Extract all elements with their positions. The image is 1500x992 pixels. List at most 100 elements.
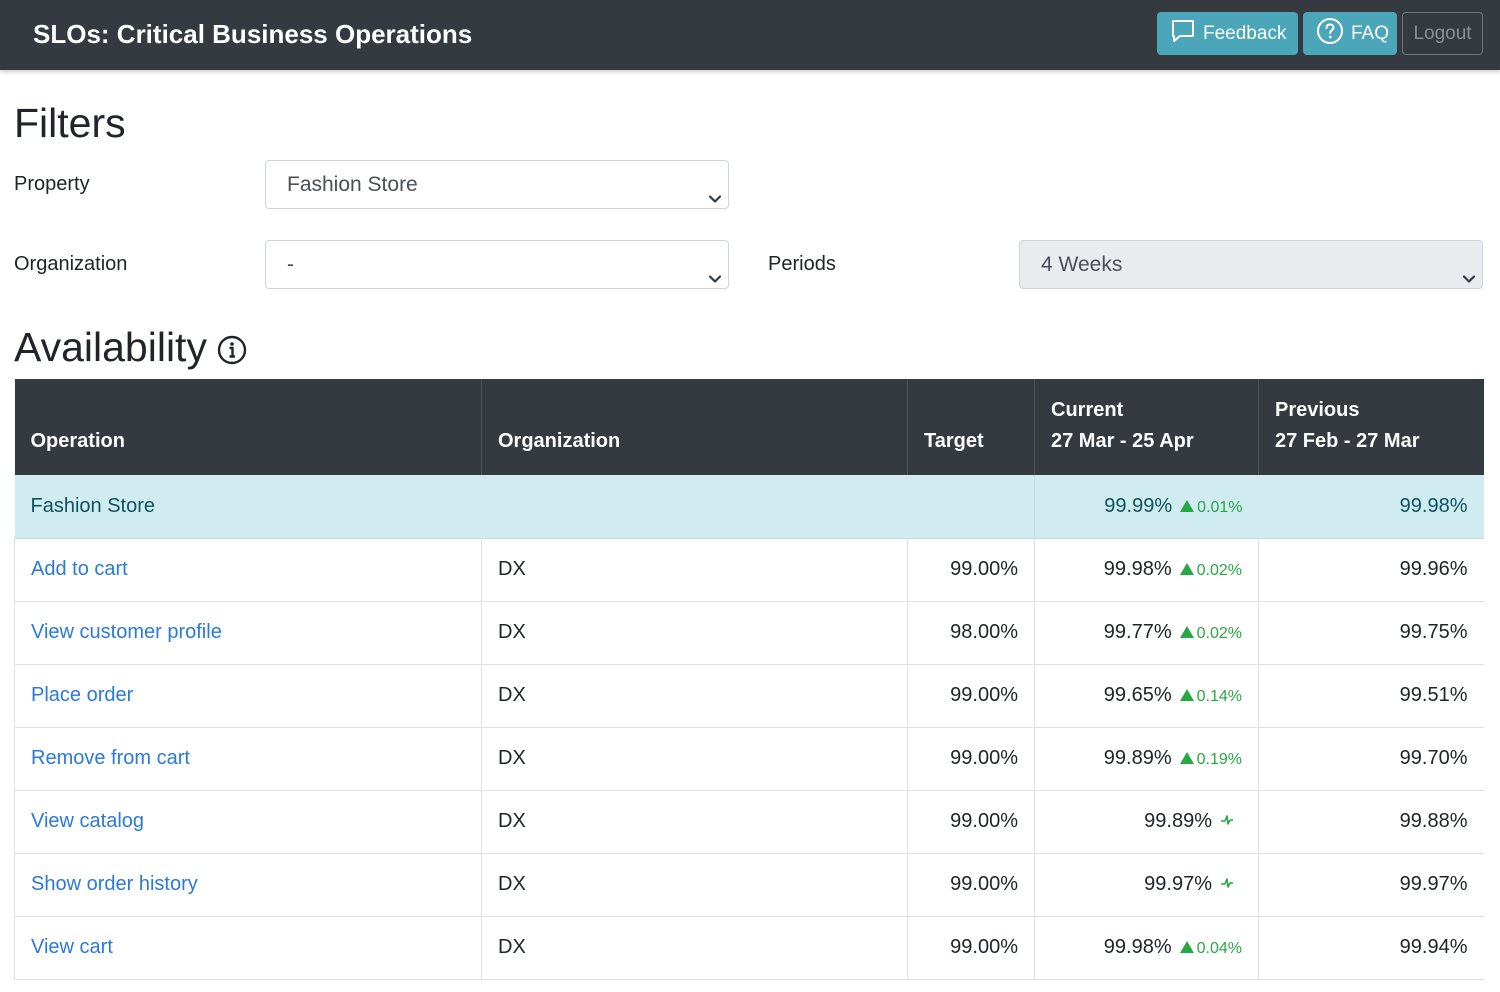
column-header-target[interactable]: Target [907, 379, 1035, 475]
table-row: Place order DX 99.00% 99.65% 0.14% 99.51% [14, 664, 1484, 728]
previous-cell: 99.94% [1258, 916, 1484, 980]
app-title: SLOs: Critical Business Operations [33, 19, 473, 49]
table-row: View catalog DX 99.00% 99.89% 99.88% [14, 790, 1484, 854]
faq-label: FAQ [1351, 22, 1390, 44]
organization-cell: DX [481, 538, 908, 602]
table-row: View cart DX 99.00% 99.98% 0.04% 99.94% [14, 916, 1484, 980]
table-row: Show order history DX 99.00% 99.97% 99.97% [14, 853, 1484, 917]
current-value: 99.97% [1144, 872, 1212, 895]
current-cell: 99.97% [1034, 853, 1259, 917]
current-title: Current [1051, 399, 1124, 421]
chat-bubble-icon [1170, 18, 1203, 50]
organization-select-value: - [287, 253, 294, 276]
target-cell: 99.00% [907, 727, 1035, 791]
summary-current-value: 99.99% [1104, 494, 1173, 517]
delta-value: 0.02% [1196, 625, 1242, 642]
operation-link[interactable]: Show order history [31, 873, 198, 895]
top-navbar: SLOs: Critical Business Operations Feedb… [0, 0, 1500, 70]
current-range: 27 Mar - 25 Apr [1051, 430, 1194, 452]
triangle-up-icon [1179, 626, 1194, 638]
summary-delta: 0.01% [1197, 498, 1243, 516]
current-cell: 99.77% 0.02% [1034, 601, 1259, 665]
operation-link[interactable]: Remove from cart [31, 747, 190, 769]
summary-previous: 99.98% [1258, 475, 1484, 539]
organization-cell: DX [481, 790, 908, 854]
operation-cell: Place order [14, 664, 482, 728]
summary-row: Fashion Store 99.99% 0.01% 99.98% [14, 475, 1484, 539]
delta-value: 0.04% [1196, 940, 1242, 957]
periods-select-value: 4 Weeks [1041, 253, 1123, 276]
column-header-operation[interactable]: Operation [14, 379, 482, 475]
current-value: 99.98% [1103, 558, 1172, 580]
organization-cell: DX [481, 664, 908, 728]
previous-cell: 99.70% [1258, 727, 1484, 791]
property-select[interactable]: Fashion Store [265, 160, 729, 209]
target-cell: 99.00% [907, 664, 1035, 728]
operation-link[interactable]: View customer profile [31, 621, 222, 643]
current-value: 99.98% [1103, 936, 1172, 958]
operation-link[interactable]: View catalog [31, 810, 145, 832]
availability-heading: Availability [14, 320, 247, 375]
operation-link[interactable]: Place order [31, 684, 134, 706]
chevron-down-icon [1461, 257, 1477, 304]
availability-heading-text: Availability [14, 324, 207, 370]
current-cell: 99.89% 0.19% [1034, 727, 1259, 791]
summary-current: 99.99% 0.01% [1034, 475, 1259, 539]
delta-value: 0.14% [1196, 688, 1242, 705]
property-label: Property [14, 173, 90, 195]
target-cell: 98.00% [907, 601, 1035, 665]
previous-title: Previous [1275, 399, 1360, 421]
filters-heading: Filters [14, 100, 126, 146]
organization-label: Organization [14, 253, 128, 275]
chevron-down-icon [707, 257, 723, 304]
table-row: Remove from cart DX 99.00% 99.89% 0.19% 99.70… [14, 727, 1484, 791]
operation-link[interactable]: View cart [31, 936, 113, 958]
organization-cell: DX [481, 601, 908, 665]
delta-value: 0.02% [1196, 562, 1242, 579]
availability-table: Operation Organization Target Current 27… [14, 379, 1484, 980]
triangle-up-icon [1179, 563, 1194, 575]
current-value: 99.65% [1103, 684, 1172, 706]
table-row: Add to cart DX 99.00% 99.98% 0.02% 99.96% [14, 538, 1484, 602]
column-header-previous[interactable]: Previous 27 Feb - 27 Mar [1258, 379, 1484, 475]
previous-range: 27 Feb - 27 Mar [1275, 430, 1420, 452]
organization-cell: DX [481, 916, 908, 980]
triangle-up-icon [1180, 499, 1195, 512]
operation-cell: View catalog [14, 790, 482, 854]
delta-value: 0.19% [1196, 751, 1242, 768]
column-header-organization[interactable]: Organization [481, 379, 908, 475]
faq-button[interactable]: FAQ [1303, 12, 1397, 55]
previous-cell: 99.75% [1258, 601, 1484, 665]
feedback-label: Feedback [1203, 22, 1287, 44]
summary-name: Fashion Store [14, 475, 1035, 539]
periods-select[interactable]: 4 Weeks [1019, 240, 1483, 289]
chevron-down-icon [707, 177, 723, 224]
operation-cell: Remove from cart [14, 727, 482, 791]
current-value: 99.89% [1144, 809, 1212, 832]
target-cell: 99.00% [907, 538, 1035, 602]
column-header-current[interactable]: Current 27 Mar - 25 Apr [1034, 379, 1259, 475]
operation-cell: Add to cart [14, 538, 482, 602]
question-circle-icon [1316, 17, 1351, 51]
organization-select[interactable]: - [265, 240, 729, 289]
triangle-up-icon [1179, 752, 1194, 764]
feedback-button[interactable]: Feedback [1157, 12, 1298, 55]
current-cell: 99.98% 0.02% [1034, 538, 1259, 602]
pulse-icon [1220, 873, 1234, 896]
table-header-row: Operation Organization Target Current 27… [14, 379, 1484, 475]
current-cell: 99.89% [1034, 790, 1259, 854]
operation-link[interactable]: Add to cart [31, 558, 128, 580]
periods-label: Periods [768, 253, 836, 275]
info-circle-icon[interactable] [217, 328, 247, 375]
operation-cell: Show order history [14, 853, 482, 917]
current-cell: 99.65% 0.14% [1034, 664, 1259, 728]
target-cell: 99.00% [907, 853, 1035, 917]
previous-cell: 99.88% [1258, 790, 1484, 854]
operation-cell: View customer profile [14, 601, 482, 665]
previous-cell: 99.51% [1258, 664, 1484, 728]
target-cell: 99.00% [907, 916, 1035, 980]
triangle-up-icon [1179, 689, 1194, 701]
logout-button[interactable]: Logout [1402, 12, 1483, 55]
organization-cell: DX [481, 853, 908, 917]
property-select-value: Fashion Store [287, 173, 418, 196]
